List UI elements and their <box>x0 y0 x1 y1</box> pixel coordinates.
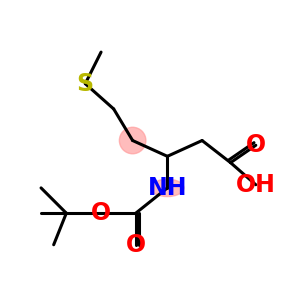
Text: OH: OH <box>236 173 276 197</box>
Text: O: O <box>91 201 111 225</box>
Ellipse shape <box>151 179 184 196</box>
Circle shape <box>119 127 146 154</box>
Text: S: S <box>77 72 94 96</box>
Text: O: O <box>126 233 146 257</box>
Text: NH: NH <box>148 176 187 200</box>
Text: O: O <box>246 133 266 157</box>
